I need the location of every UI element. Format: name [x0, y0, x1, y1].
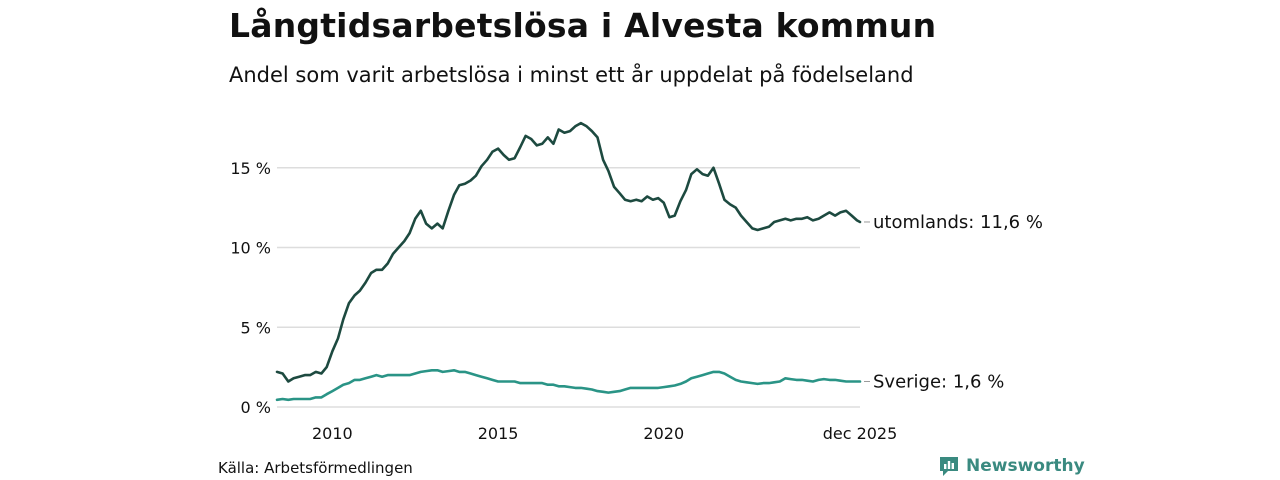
- x-axis-ticks: 2010 2015 2020 dec 2025: [312, 424, 897, 443]
- series-lines: [275, 121, 862, 402]
- newsworthy-logo-icon: [940, 457, 958, 476]
- y-tick-label: 5 %: [241, 318, 271, 337]
- y-tick-label: 0 %: [241, 398, 271, 417]
- y-tick-label: 10 %: [230, 239, 271, 258]
- brand-name: Newsworthy: [966, 456, 1085, 476]
- newsworthy-brand[interactable]: Newsworthy: [938, 455, 1085, 477]
- x-tick-label: 2020: [643, 424, 684, 443]
- y-tick-label: 15 %: [230, 159, 271, 178]
- end-label-utomlands: utomlands: 11,6 %: [873, 212, 1043, 233]
- y-axis-ticks: 0 % 5 % 10 % 15 %: [230, 159, 271, 417]
- source-note: Källa: Arbetsförmedlingen: [218, 459, 413, 477]
- series-line-utomlands: [275, 121, 862, 383]
- series-line-sverige: [275, 369, 862, 402]
- chart-subtitle: Andel som varit arbetslösa i minst ett å…: [229, 63, 914, 87]
- x-tick-label: 2010: [312, 424, 353, 443]
- x-tick-label: 2015: [478, 424, 519, 443]
- series-end-labels: utomlands: 11,6 % Sverige: 1,6 %: [864, 212, 1043, 392]
- end-label-sverige: Sverige: 1,6 %: [873, 371, 1004, 392]
- grid-lines: [277, 167, 860, 408]
- chart-title: Långtidsarbetslösa i Alvesta kommun: [229, 6, 937, 45]
- x-tick-label: dec 2025: [823, 424, 898, 443]
